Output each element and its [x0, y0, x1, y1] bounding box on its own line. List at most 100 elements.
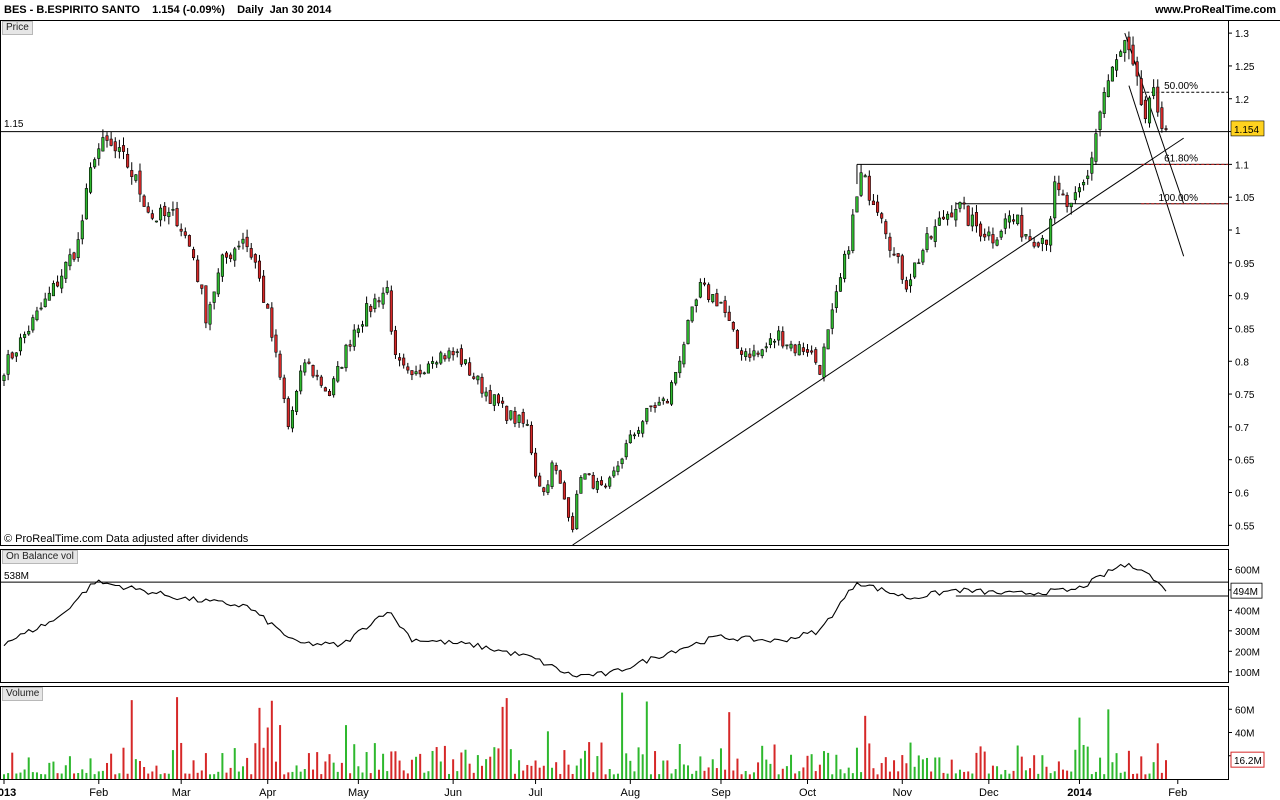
candle[interactable] [719, 301, 723, 304]
candle[interactable] [134, 174, 138, 183]
candle[interactable] [146, 202, 150, 214]
candle[interactable] [773, 338, 777, 349]
candle[interactable] [323, 386, 327, 392]
candle[interactable] [385, 280, 389, 295]
candle[interactable] [822, 343, 826, 382]
candle[interactable] [748, 348, 752, 362]
candle[interactable] [76, 232, 80, 262]
candle[interactable] [830, 303, 834, 335]
candle[interactable] [389, 285, 393, 335]
candle[interactable] [1044, 239, 1049, 251]
candle[interactable] [352, 324, 356, 351]
candle[interactable] [991, 227, 995, 249]
candle[interactable] [1160, 101, 1164, 133]
candle[interactable] [682, 341, 686, 368]
candle[interactable] [455, 348, 459, 358]
candle[interactable] [60, 269, 64, 294]
candle[interactable] [599, 476, 604, 486]
candle[interactable] [595, 477, 599, 494]
candle[interactable] [1147, 95, 1152, 128]
candle[interactable] [2, 373, 6, 387]
candle[interactable] [534, 447, 538, 479]
candle[interactable] [88, 162, 93, 195]
candle[interactable] [105, 132, 109, 148]
candle[interactable] [731, 321, 735, 332]
candle[interactable] [925, 227, 929, 253]
candle[interactable] [529, 421, 533, 456]
candle[interactable] [204, 285, 208, 329]
candle[interactable] [1073, 186, 1077, 205]
candle[interactable] [744, 348, 748, 361]
candle[interactable] [678, 356, 682, 378]
candle[interactable] [1086, 169, 1090, 185]
candle[interactable] [946, 211, 950, 226]
candle[interactable] [740, 347, 744, 361]
candle[interactable] [694, 298, 698, 313]
candle[interactable] [369, 304, 373, 318]
candle[interactable] [575, 490, 579, 530]
candle[interactable] [838, 273, 843, 292]
candle[interactable] [513, 406, 517, 428]
candle[interactable] [1028, 229, 1032, 241]
candle[interactable] [192, 246, 196, 261]
candle[interactable] [834, 284, 838, 313]
candle[interactable] [760, 348, 764, 359]
candle[interactable] [447, 347, 451, 362]
candle[interactable] [900, 253, 904, 284]
candle[interactable] [641, 419, 645, 438]
candle[interactable] [1131, 36, 1135, 66]
candle[interactable] [431, 356, 435, 369]
candle[interactable] [406, 362, 410, 374]
candle[interactable] [995, 237, 999, 247]
candle[interactable] [843, 250, 847, 283]
candle[interactable] [571, 512, 575, 533]
candle[interactable] [884, 219, 888, 240]
candle[interactable] [612, 466, 616, 478]
candle[interactable] [554, 462, 558, 475]
candle[interactable] [117, 139, 121, 159]
candle[interactable] [604, 483, 608, 489]
candle[interactable] [698, 278, 702, 299]
candle[interactable] [674, 371, 678, 386]
candle[interactable] [702, 277, 707, 287]
candle[interactable] [126, 147, 130, 169]
candle[interactable] [336, 361, 340, 383]
candle[interactable] [999, 229, 1003, 241]
candle[interactable] [913, 262, 917, 279]
candle[interactable] [1040, 235, 1044, 252]
candle[interactable] [1057, 175, 1061, 196]
candle[interactable] [418, 364, 422, 378]
candle[interactable] [1152, 79, 1156, 100]
candle[interactable] [525, 419, 529, 427]
candle[interactable] [270, 302, 274, 342]
candle[interactable] [303, 359, 307, 376]
candle[interactable] [608, 475, 612, 489]
candle[interactable] [1127, 31, 1131, 60]
brand-url[interactable]: www.ProRealTime.com [1154, 4, 1276, 16]
candle[interactable] [1094, 128, 1098, 165]
candle[interactable] [1106, 74, 1110, 98]
candle[interactable] [517, 414, 521, 428]
candle[interactable] [686, 319, 690, 345]
candle[interactable] [356, 324, 360, 338]
candle[interactable] [917, 258, 921, 265]
candle[interactable] [558, 469, 562, 484]
candle[interactable] [735, 329, 739, 349]
candle[interactable] [1061, 189, 1065, 196]
candle[interactable] [295, 389, 299, 416]
candle[interactable] [47, 286, 51, 301]
candle[interactable] [175, 201, 179, 228]
candle[interactable] [80, 214, 84, 245]
candle[interactable] [797, 341, 801, 356]
candle[interactable] [443, 353, 447, 362]
candle[interactable] [941, 210, 946, 221]
candle[interactable] [1082, 179, 1086, 191]
candle[interactable] [1036, 241, 1040, 248]
candle[interactable] [282, 374, 286, 404]
candle[interactable] [863, 173, 867, 178]
candle[interactable] [171, 201, 175, 216]
candle[interactable] [459, 344, 463, 367]
candle[interactable] [1135, 56, 1139, 86]
candle[interactable] [715, 288, 719, 307]
candle[interactable] [768, 333, 772, 349]
